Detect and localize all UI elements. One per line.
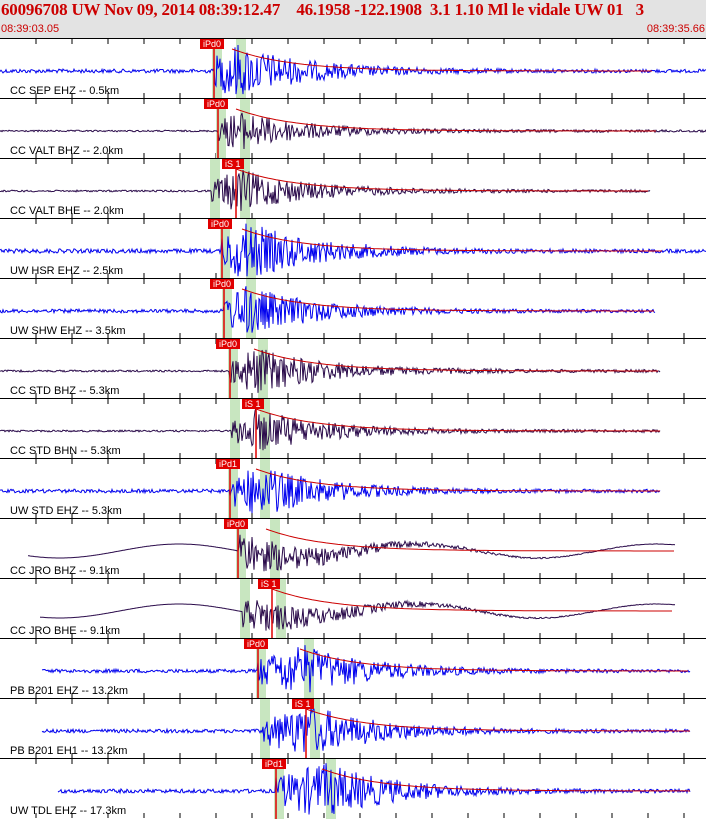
station-label: UW HSR EHZ -- 2.5km [10,265,124,277]
waveform-trace [0,470,661,514]
coda-curve [255,468,660,492]
station-label: CC STD BHN -- 5.3km [10,445,121,457]
waveform-trace [39,599,676,631]
coda-curve [241,228,662,252]
waveform-plot [0,219,706,279]
coda-curve [271,588,672,612]
pick-window-band [228,459,238,519]
trace-panel: iPd0 CC JRO BHZ -- 9.1km [0,518,706,579]
station-label: PB B201 EH1 -- 13.2km [10,745,128,757]
trace-panel: iPd0 UW SHW EHZ -- 3.5km [0,278,706,339]
trace-panel: iPd1 UW TDL EHZ -- 17.3km [0,758,706,819]
station-label: UW TDL EHZ -- 17.3km [10,805,127,817]
waveform-plot [0,339,685,399]
coda-curve [255,408,660,432]
waveform-trace [0,223,706,277]
event-title: 60096708 UW Nov 09, 2014 08:39:12.47 46.… [1,0,644,19]
waveform-plot [35,699,691,759]
station-label: CC JRO BHZ -- 9.1km [10,565,120,577]
waveform-trace [41,645,691,693]
start-time: 08:39:03.05 [1,23,60,35]
waveform-trace [27,534,676,572]
phase-pick-flag[interactable]: iPd0 [210,279,235,289]
trace-panel: iPd0 UW HSR EHZ -- 2.5km [0,218,706,279]
pick-window-band [220,219,230,279]
waveform-plot [35,579,685,639]
phase-pick-flag[interactable]: iPd0 [224,519,249,529]
waveform-trace [0,286,656,333]
pick-window-band [222,279,232,339]
trace-panel: iPd1 UW STD EHZ -- 5.3km [0,458,706,519]
phase-pick-flag[interactable]: iPd0 [244,639,269,649]
trace-panel: iS 1 CC STD BHN -- 5.3km [0,398,706,459]
waveform-trace [0,170,651,211]
station-label: CC VALT BHZ -- 2.0km [10,145,124,157]
pick-window-band [274,759,284,819]
trace-panel: iS 1 CC JRO BHE -- 9.1km [0,578,706,639]
coda-curve [231,48,652,72]
event-header: 60096708 UW Nov 09, 2014 08:39:12.47 46.… [0,0,706,38]
trace-panel: iPd0 PB B201 EHZ -- 13.2km [0,638,706,699]
station-label: UW SHW EHZ -- 3.5km [10,325,126,337]
waveform-plot [0,159,685,219]
station-label: PB B201 EHZ -- 13.2km [10,685,128,697]
trace-panel: iPd0 CC SEP EHZ -- 0.5km [0,38,706,99]
coda-curve [235,108,656,132]
station-label: CC STD BHZ -- 5.3km [10,385,120,397]
pick-window-band [246,219,256,279]
phase-pick-flag[interactable]: iS 1 [222,159,244,169]
waveform-plot [0,39,706,99]
pick-window-band [210,159,220,219]
coda-curve [235,168,648,192]
phase-pick-flag[interactable]: iPd0 [216,339,241,349]
pick-window-band [230,399,240,459]
waveform-plot [0,99,706,159]
coda-curve [305,708,690,732]
trace-panel: iPd0 CC VALT BHZ -- 2.0km [0,98,706,159]
trace-panel: iS 1 PB B201 EH1 -- 13.2km [0,698,706,759]
station-label: CC JRO BHE -- 9.1km [10,625,121,637]
waveform-trace [41,708,691,752]
coda-curve [265,528,674,552]
phase-pick-flag[interactable]: iPd0 [200,39,225,49]
waveform-plot [0,459,685,519]
waveform-plot [35,759,691,819]
phase-pick-flag[interactable]: iS 1 [258,579,280,589]
trace-panel: iS 1 CC VALT BHE -- 2.0km [0,158,706,219]
coda-curve [253,348,658,372]
waveform-plot [0,279,685,339]
waveform-plot [35,639,691,699]
pick-window-band [258,339,268,399]
waveform-trace [0,112,706,150]
pick-window-band [236,39,246,99]
waveform-plot [0,399,685,459]
trace-panel: iPd0 CC STD BHZ -- 5.3km [0,338,706,399]
waveform-plot [27,519,685,579]
waveform-trace [0,407,661,451]
seismogram-traces: iPd0 CC SEP EHZ -- 0.5km iPd0 CC VALT BHZ -… [0,38,706,819]
coda-curve [299,648,688,672]
phase-pick-flag[interactable]: iPd0 [204,99,229,109]
coda-curve [241,288,654,312]
station-label: CC VALT BHE -- 2.0km [10,205,124,217]
station-label: CC SEP EHZ -- 0.5km [10,85,120,97]
phase-pick-flag[interactable]: iPd1 [262,759,287,769]
phase-pick-flag[interactable]: iS 1 [242,399,264,409]
phase-pick-flag[interactable]: iPd1 [216,459,241,469]
phase-pick-flag[interactable]: iS 1 [292,699,314,709]
pick-window-band [260,399,270,459]
phase-pick-flag[interactable]: iPd0 [208,219,233,229]
end-time: 08:39:35.66 [646,23,705,35]
waveform-trace [57,763,691,815]
coda-curve [321,768,691,792]
station-label: UW STD EHZ -- 5.3km [10,505,122,517]
